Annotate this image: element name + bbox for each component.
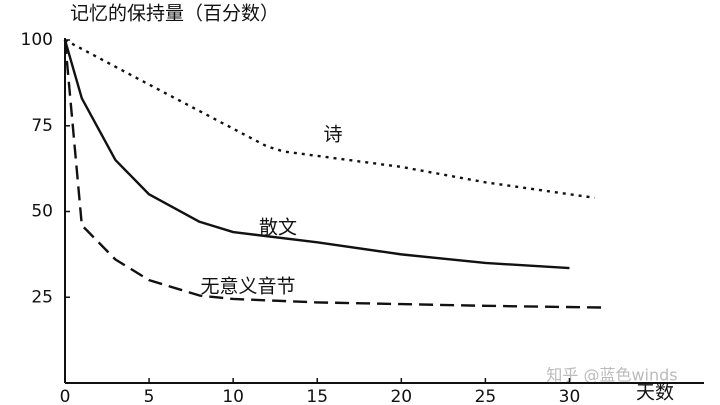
y-tick-label: 100 (21, 30, 53, 50)
x-tick-label: 15 (306, 387, 328, 405)
x-tick-label: 30 (559, 387, 581, 405)
y-tick-label: 75 (31, 116, 53, 136)
x-axis-title: 天数 (636, 382, 674, 404)
y-tick-label: 50 (31, 202, 53, 222)
x-tick-label: 20 (390, 387, 412, 405)
series-label: 无意义音节 (200, 276, 295, 298)
watermark: 知乎 @蓝色winds (546, 366, 677, 385)
line-series (63, 39, 604, 309)
x-tick-label: 10 (222, 387, 244, 405)
y-tick-label: 25 (31, 287, 53, 307)
line-series (63, 39, 570, 270)
series-label: 散文 (259, 217, 297, 239)
x-tick-label: 5 (144, 387, 155, 405)
x-tick-label: 0 (60, 387, 71, 405)
series-label: 诗 (323, 124, 342, 146)
x-tick-label: 25 (475, 387, 497, 405)
line-series (64, 38, 595, 199)
y-axis-title: 记忆的保持量（百分数） (70, 3, 279, 25)
